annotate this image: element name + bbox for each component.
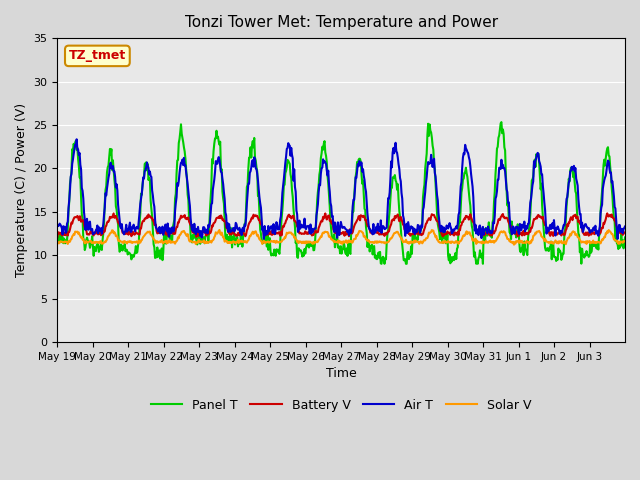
Air T [614,236,621,242]
Air T [433,183,440,189]
Y-axis label: Temperature (C) / Power (V): Temperature (C) / Power (V) [15,103,28,277]
Panel T [497,119,505,125]
Battery V [401,227,408,232]
Battery V [604,211,611,216]
Solar V [54,240,61,245]
Solar V [433,233,440,239]
Air T [121,229,129,235]
Air T [225,221,233,227]
Solar V [225,240,233,246]
Line: Battery V: Battery V [58,214,625,237]
Air T [54,224,61,229]
Battery V [54,234,61,240]
Battery V [621,229,629,235]
Solar V [275,240,282,245]
Battery V [253,213,261,219]
Solar V [401,239,408,245]
Solar V [120,238,128,244]
Battery V [225,230,233,236]
Air T [73,136,81,142]
Title: Tonzi Tower Met: Temperature and Power: Tonzi Tower Met: Temperature and Power [184,15,498,30]
Air T [401,222,408,228]
Battery V [275,229,282,235]
Solar V [621,239,629,244]
Panel T [253,164,260,170]
Battery V [433,217,440,223]
Line: Air T: Air T [58,139,625,239]
Panel T [54,236,61,241]
Panel T [433,194,440,200]
Air T [621,224,629,229]
Panel T [378,261,385,267]
Line: Panel T: Panel T [58,122,625,264]
Air T [275,227,282,232]
Text: TZ_tmet: TZ_tmet [68,49,126,62]
Panel T [621,235,629,240]
Panel T [225,234,232,240]
Solar V [510,242,518,248]
Battery V [120,230,128,236]
Solar V [216,227,223,233]
Legend: Panel T, Battery V, Air T, Solar V: Panel T, Battery V, Air T, Solar V [146,394,536,417]
Battery V [193,234,200,240]
Line: Solar V: Solar V [58,230,625,245]
Solar V [253,233,261,239]
Panel T [274,247,282,252]
Panel T [120,245,128,251]
Air T [253,171,261,177]
Panel T [401,257,408,263]
X-axis label: Time: Time [326,367,356,380]
